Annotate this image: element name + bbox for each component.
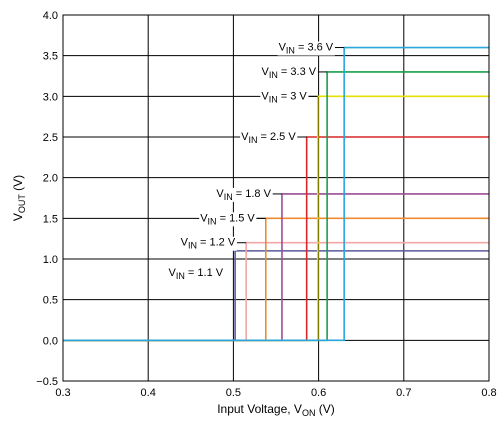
- y-tick-label: 0.0: [43, 335, 58, 347]
- y-tick-label: 4.0: [43, 10, 58, 22]
- series-label-2: VIN = 1.5 V: [200, 212, 255, 226]
- series-annotations: VIN = 1.1 V VIN = 1.2 V VIN = 1.5 V VIN = 1…: [167, 41, 335, 281]
- y-axis-title-unit: (V): [11, 175, 25, 194]
- x-tick-label: 0.6: [311, 387, 326, 399]
- x-tick-label: 0.3: [55, 387, 70, 399]
- series-line-3: [63, 193, 489, 342]
- series-label-bg: [179, 236, 237, 251]
- series-label-4: VIN = 2.5 V: [241, 131, 296, 145]
- x-tick-label: 0.8: [481, 387, 496, 399]
- series-label-1: VIN = 1.2 V: [181, 237, 236, 251]
- series-label-7: VIN = 3.6 V: [279, 42, 334, 56]
- series-label-bg: [215, 187, 273, 202]
- y-axis-title-main: V: [11, 213, 25, 221]
- series-line-1: [63, 241, 489, 342]
- y-tick-label: 1.5: [43, 213, 58, 225]
- x-axis-title-sub: ON: [302, 408, 316, 418]
- plot-frame: [62, 14, 490, 382]
- annotation-leaders: [236, 47, 345, 244]
- series-label-5: VIN = 3 V: [261, 90, 307, 104]
- series-line-4: [63, 136, 489, 342]
- y-tick-label: 3.5: [43, 51, 58, 63]
- y-tick-label: 3.0: [43, 91, 58, 103]
- series-label-bg: [260, 65, 318, 80]
- series-label-bg: [199, 212, 257, 227]
- series-label-6: VIN = 3.3 V: [262, 66, 317, 80]
- y-tick-label: 1.0: [43, 254, 58, 266]
- series-label-bg: [260, 90, 309, 105]
- x-axis-title-unit: (V): [315, 402, 334, 416]
- y-tick-label: 2.0: [43, 173, 58, 185]
- series-label-bg: [240, 131, 298, 145]
- series-line-2: [63, 217, 489, 342]
- series-label-0: VIN = 1.1 V: [169, 267, 224, 281]
- x-tick-labels: 0.3 0.4 0.5 0.6 0.7 0.8: [55, 387, 496, 399]
- series-label-bg: [277, 41, 335, 56]
- y-tick-label: −0.5: [36, 376, 58, 388]
- series-line-7: [63, 46, 489, 342]
- y-axis-title: VOUT (V): [11, 175, 27, 221]
- x-tick-label: 0.5: [226, 387, 241, 399]
- y-axis-title-sub: OUT: [17, 194, 27, 214]
- y-tick-label: 0.5: [43, 295, 58, 307]
- x-axis-title-main: Input Voltage, V: [217, 402, 302, 416]
- y-tick-label: 2.5: [43, 132, 58, 144]
- series-layer: [63, 46, 489, 342]
- x-tick-label: 0.4: [141, 387, 156, 399]
- series-line-0: [63, 250, 489, 342]
- x-tick-label: 0.7: [396, 387, 411, 399]
- series-label-bg: [167, 266, 225, 281]
- x-axis-title: Input Voltage, VON (V): [217, 402, 335, 418]
- y-tick-labels: −0.5 0.0 0.5 1.0 1.5 2.0 2.5 3.0 3.5 4.0: [36, 10, 58, 388]
- series-label-3: VIN = 1.8 V: [216, 188, 271, 202]
